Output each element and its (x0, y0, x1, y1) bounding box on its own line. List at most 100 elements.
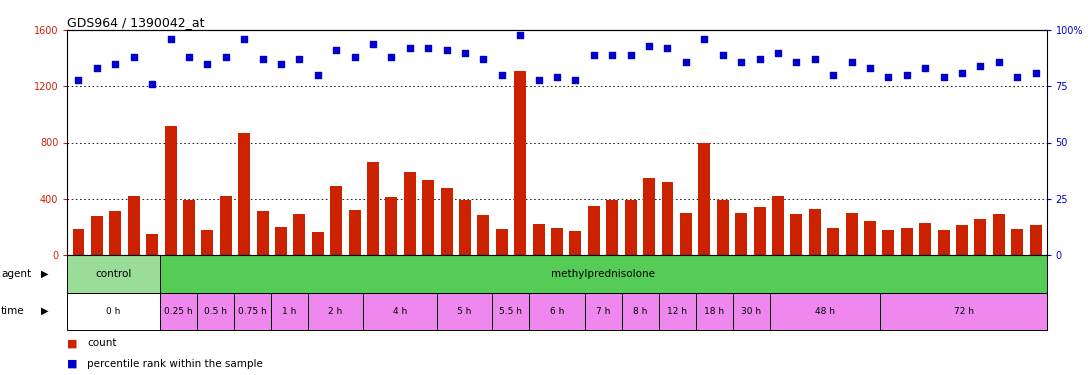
Text: 18 h: 18 h (704, 307, 725, 316)
Point (641, 43, 658, 49)
Bar (808, 209, 820, 255)
Text: time: time (1, 306, 25, 316)
Bar (73, 229, 85, 255)
Bar (238, 133, 250, 255)
Point (659, 45, 677, 51)
Point (1027, 70, 1044, 76)
Bar (496, 229, 508, 255)
Text: 8 h: 8 h (633, 307, 647, 316)
Point (862, 65, 879, 71)
Bar (1029, 225, 1041, 255)
Bar (422, 180, 434, 255)
Bar (385, 196, 397, 255)
Bar (772, 196, 784, 255)
Bar (127, 196, 139, 255)
Bar (201, 230, 213, 255)
Point (144, 81, 161, 87)
Text: 4 h: 4 h (393, 307, 407, 316)
Text: 48 h: 48 h (815, 307, 834, 316)
Bar (658, 292, 695, 330)
Point (695, 36, 713, 42)
Point (254, 56, 271, 62)
Bar (732, 292, 769, 330)
Text: 0.75 h: 0.75 h (238, 307, 267, 316)
Bar (695, 292, 732, 330)
Point (474, 56, 492, 62)
Point (493, 72, 510, 78)
Point (825, 72, 842, 78)
Bar (880, 292, 1047, 330)
Point (401, 45, 419, 51)
Bar (478, 215, 490, 255)
Bar (864, 221, 876, 255)
Point (272, 61, 289, 67)
Text: 5 h: 5 h (457, 307, 472, 316)
Point (1009, 74, 1026, 80)
Bar (754, 207, 766, 255)
Bar (845, 213, 857, 255)
Point (199, 61, 217, 67)
Bar (588, 206, 599, 255)
Text: control: control (96, 269, 132, 279)
Bar (882, 230, 894, 255)
Point (290, 56, 308, 62)
Text: 1 h: 1 h (282, 307, 296, 316)
Text: count: count (87, 339, 116, 348)
Bar (790, 213, 802, 255)
Point (769, 50, 787, 55)
Point (383, 54, 400, 60)
Point (88, 65, 106, 71)
Point (567, 76, 584, 82)
Point (677, 58, 694, 64)
Bar (530, 292, 584, 330)
Bar (625, 200, 636, 255)
Bar (621, 292, 658, 330)
Bar (197, 292, 234, 330)
Text: 30 h: 30 h (741, 307, 762, 316)
Bar (735, 213, 747, 255)
Bar (901, 228, 913, 255)
Point (843, 58, 861, 64)
Bar (275, 227, 287, 255)
Bar (441, 188, 453, 255)
Bar (919, 224, 931, 255)
Bar (643, 178, 655, 255)
Bar (459, 200, 471, 255)
Text: ▶: ▶ (41, 306, 49, 316)
Bar (160, 292, 197, 330)
Bar (493, 292, 530, 330)
Point (604, 52, 621, 58)
Text: methylprednisolone: methylprednisolone (552, 269, 655, 279)
Text: ■: ■ (67, 359, 78, 369)
Bar (363, 292, 437, 330)
Bar (606, 200, 618, 255)
Text: 5.5 h: 5.5 h (499, 307, 522, 316)
Text: 0 h: 0 h (107, 307, 121, 316)
Bar (271, 292, 308, 330)
Text: 72 h: 72 h (953, 307, 974, 316)
Bar (234, 292, 271, 330)
Bar (330, 186, 342, 255)
Bar (698, 142, 710, 255)
Point (788, 58, 805, 64)
Text: agent: agent (1, 269, 32, 279)
Bar (67, 255, 160, 292)
Text: percentile rank within the sample: percentile rank within the sample (87, 359, 263, 369)
Bar (827, 228, 839, 255)
Point (585, 52, 603, 58)
Point (309, 72, 326, 78)
Bar (220, 196, 232, 255)
Point (880, 74, 898, 80)
Bar (404, 172, 416, 255)
Point (181, 54, 198, 60)
Point (107, 61, 124, 67)
Bar (437, 292, 493, 330)
Point (162, 36, 180, 42)
Bar (146, 234, 158, 255)
Point (898, 72, 915, 78)
Bar (956, 225, 968, 255)
Point (437, 47, 455, 53)
Point (530, 76, 547, 82)
Bar (533, 224, 545, 255)
Bar (993, 214, 1005, 255)
